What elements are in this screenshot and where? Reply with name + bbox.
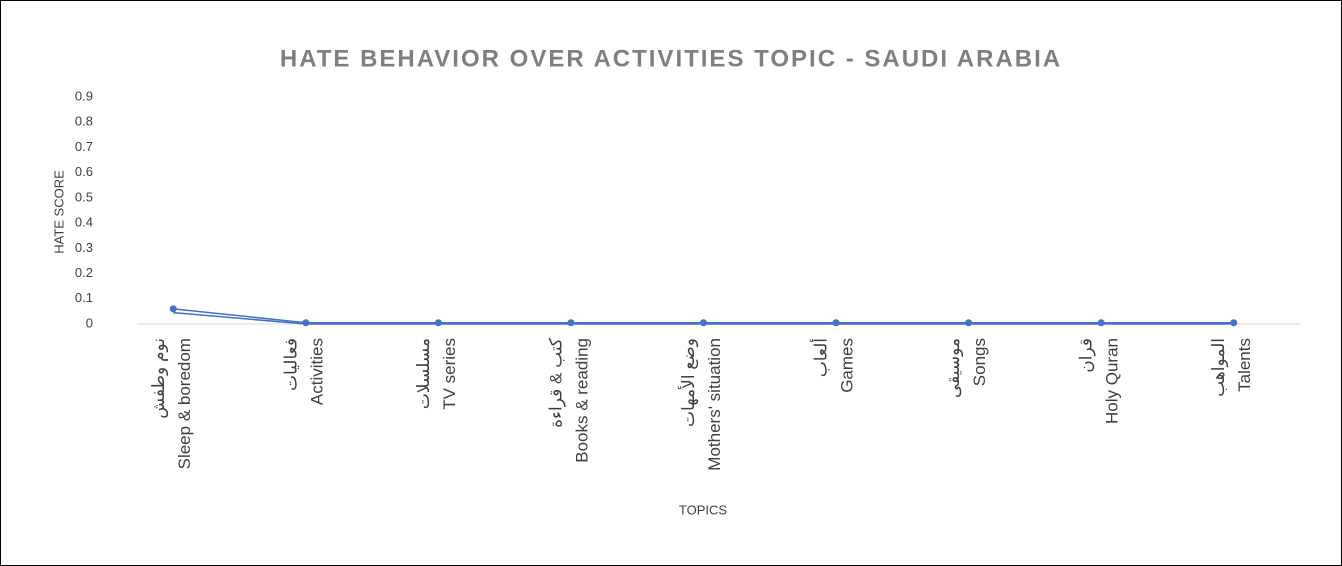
y-tick-label: 0.4: [75, 215, 93, 230]
x-tick-label: Sleep & boredom: [175, 338, 194, 469]
y-tick-label: 0.8: [75, 114, 93, 129]
data-point: [1230, 319, 1238, 327]
data-point: [567, 319, 575, 327]
x-tick-label: قران: [1077, 338, 1097, 373]
x-tick-label: نوم وطفش: [149, 338, 169, 419]
y-tick-label: 0.2: [75, 265, 93, 280]
data-point: [700, 319, 707, 327]
y-tick-label: 0.3: [75, 240, 93, 255]
y-tick-label: 0.9: [75, 88, 93, 103]
data-point: [832, 319, 840, 327]
x-tick-label: Mothers' situation: [705, 338, 724, 471]
y-tick-label: 0: [86, 315, 93, 330]
x-tick-label: TV series: [440, 338, 459, 410]
x-tick-label: مسلسلات: [414, 338, 433, 409]
x-tick-label: ألعاب: [810, 338, 831, 377]
x-tick-label: المواهب: [1209, 338, 1229, 397]
data-point: [965, 319, 973, 327]
y-tick-label: 0.5: [75, 189, 93, 204]
x-tick-label: Books & reading: [572, 338, 591, 463]
y-tick-label: 0.1: [75, 290, 93, 305]
x-tick-label: موسيقى: [944, 338, 964, 398]
x-tick-label: وضع الأمهات: [678, 338, 699, 427]
x-tick-label: Activities: [307, 338, 326, 405]
y-axis-title: HATE SCORE: [51, 170, 66, 254]
x-tick-label: كتب & قراءة: [546, 337, 566, 428]
data-point: [1097, 319, 1105, 327]
chart-title: HATE BEHAVIOR OVER ACTIVITIES TOPIC - SA…: [280, 45, 1062, 72]
x-tick-label: Holy Quran: [1103, 338, 1122, 424]
x-tick-label: Songs: [970, 338, 989, 386]
data-point: [169, 305, 177, 313]
x-axis-title: TOPICS: [679, 502, 727, 517]
data-point: [302, 319, 310, 327]
y-tick-label: 0.6: [75, 164, 93, 179]
series-line: [173, 311, 1234, 325]
x-tick-label: Talents: [1235, 338, 1254, 392]
x-tick-label: Games: [838, 338, 857, 393]
x-tick-label: فعاليات: [281, 338, 300, 391]
data-point: [434, 319, 442, 327]
y-tick-label: 0.7: [75, 139, 93, 154]
